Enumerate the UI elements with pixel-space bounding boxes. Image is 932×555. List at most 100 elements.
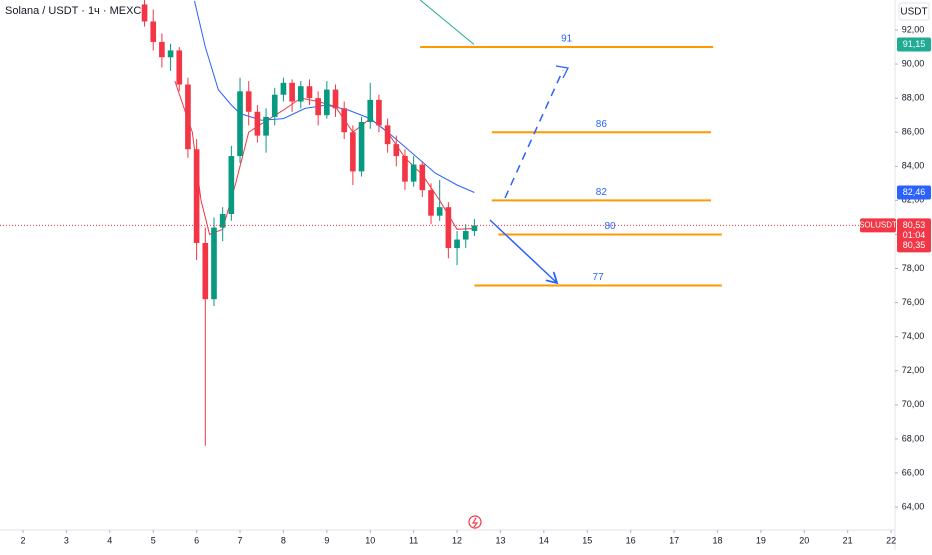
x-tick-label: 22 (886, 535, 896, 545)
x-tick-label: 13 (495, 535, 505, 545)
y-tick-label: 74,00 (902, 331, 925, 341)
level-label: 86 (596, 119, 608, 130)
candle-body (254, 111, 261, 136)
level-label: 91 (561, 34, 573, 45)
candle-body (211, 227, 217, 300)
candle-body (410, 164, 417, 182)
price-tag-label: 80,53 (903, 220, 926, 230)
moving-average-line (419, 0, 475, 45)
price-tag-label: 82,46 (903, 187, 926, 197)
symbol-tag (860, 218, 896, 233)
ma-tag-label: 80,35 (903, 240, 926, 250)
candle-body (324, 89, 330, 116)
unit-box (898, 2, 930, 21)
x-tick-label: 17 (669, 535, 679, 545)
y-tick-label: 86,00 (902, 127, 925, 137)
event-icon-bolt (471, 517, 479, 528)
x-tick-label: 19 (756, 535, 766, 545)
forecast-down-arrow (489, 219, 556, 282)
candle-body (358, 121, 365, 172)
x-tick-label: 18 (712, 535, 722, 545)
chart-title: Solana / USDT · 1ч · MEXC (5, 5, 141, 17)
candle-body (341, 108, 348, 133)
axes: 92,0090,0088,0086,0084,0082,0080,0078,00… (20, 24, 931, 545)
x-tick-label: 8 (281, 535, 286, 545)
level-label: 82 (596, 187, 608, 198)
y-tick-label: 70,00 (902, 399, 925, 409)
y-tick-label: 76,00 (902, 297, 925, 307)
x-tick-label: 16 (626, 535, 636, 545)
candle-body (271, 94, 278, 117)
x-tick-label: 12 (452, 535, 462, 545)
x-tick-label: 7 (238, 535, 243, 545)
candle-body (436, 207, 443, 216)
y-tick-label: 68,00 (902, 433, 925, 443)
candle-body (193, 149, 200, 243)
candle-body (159, 41, 165, 58)
candle-body (141, 4, 148, 22)
candle-body (237, 91, 243, 157)
level-label: 77 (593, 272, 605, 283)
x-tick-label: 6 (194, 535, 199, 545)
candle-body (376, 99, 382, 126)
y-tick-label: 66,00 (902, 467, 925, 477)
candle-body (454, 239, 460, 249)
x-tick-label: 20 (799, 535, 809, 545)
candle-body (384, 125, 391, 145)
candle-body (367, 99, 374, 122)
y-tick-label: 82,00 (902, 195, 925, 205)
candle-body (315, 98, 321, 116)
candle-body (350, 132, 356, 172)
candle-body (402, 156, 408, 182)
candle-body (471, 225, 478, 232)
event-icon (468, 515, 482, 529)
plot-area: 91 86 82 80 77 (0, 0, 895, 446)
candle-body (332, 89, 339, 109)
x-tick-label: 5 (151, 535, 156, 545)
forecast-up-arrow-head (555, 65, 569, 79)
y-tick-label: 92,00 (902, 24, 925, 34)
y-tick-label: 84,00 (902, 161, 925, 171)
y-tick-label: 88,00 (902, 93, 925, 103)
x-tick-label: 3 (64, 535, 69, 545)
y-tick-label: 72,00 (902, 365, 925, 375)
candle-body (462, 231, 469, 240)
candle-body (245, 91, 252, 112)
price-tag-label: 91,15 (903, 39, 926, 49)
candle-body (185, 84, 191, 150)
y-tick-label: 90,00 (902, 58, 925, 68)
candle-body (393, 144, 400, 157)
candle-body (280, 82, 287, 95)
candle-body (306, 86, 313, 99)
price-tag (897, 218, 931, 253)
candle-body (297, 86, 304, 102)
forecast-up-arrow (504, 69, 564, 199)
price-tag (897, 185, 931, 200)
candle-body (445, 207, 452, 249)
candle-body (228, 156, 235, 214)
candle-body (428, 190, 434, 216)
candle-body (167, 50, 174, 58)
candle-body (202, 242, 209, 300)
x-tick-label: 4 (107, 535, 112, 545)
level-label: 80 (604, 221, 616, 232)
countdown-label: 01:04 (903, 230, 926, 240)
x-tick-label: 2 (20, 535, 25, 545)
x-tick-label: 11 (409, 535, 418, 545)
y-tick-label: 78,00 (902, 263, 925, 273)
candle-body (419, 164, 426, 191)
x-tick-label: 14 (539, 535, 549, 545)
x-tick-label: 15 (582, 535, 592, 545)
candle-body (289, 82, 295, 102)
symbol-label: SOLUSDT (859, 221, 897, 230)
x-tick-label: 10 (365, 535, 375, 545)
candle-body (150, 21, 157, 42)
y-tick-label: 64,00 (902, 501, 925, 511)
candle-body (176, 50, 183, 85)
y-unit: USDT (900, 7, 927, 18)
candle-body (263, 116, 269, 136)
x-tick-label: 21 (843, 535, 853, 545)
